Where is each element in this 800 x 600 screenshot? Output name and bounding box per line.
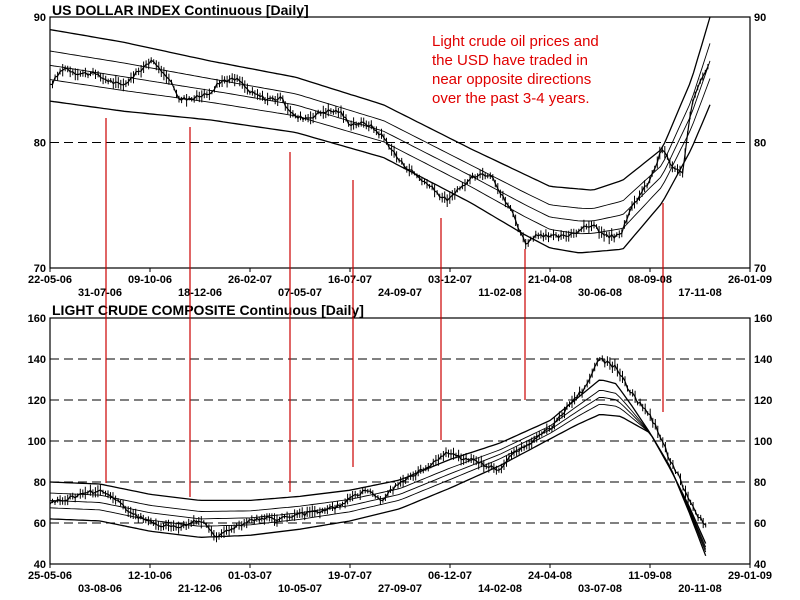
crude-y-axis: 40 40 60 60 80 80 100 100 120 120 140 140 160 160 <box>28 313 773 571</box>
price-line <box>49 59 709 245</box>
x-tick-label: 09-10-06 <box>128 274 172 286</box>
annotation-line: Light crude oil prices and <box>432 33 599 50</box>
x-tick-label: 26-01-09 <box>728 274 772 286</box>
y-tick-label: 80 <box>34 477 46 489</box>
x-tick-label: 24-09-07 <box>378 287 422 299</box>
band-mid <box>49 60 711 222</box>
x-tick-label: 03-07-08 <box>578 583 622 595</box>
x-tick-label: 03-12-07 <box>428 274 472 286</box>
crude-bands <box>49 379 707 557</box>
annotation-line: near opposite directions <box>432 71 591 88</box>
x-tick-label: 18-12-06 <box>178 287 222 299</box>
crude-title: LIGHT CRUDE COMPOSITE Continuous [Daily] <box>52 302 364 318</box>
usd-index-chart: US DOLLAR INDEX Continuous [Daily] 70 70 8… <box>28 2 772 299</box>
x-tick-label: 19-07-07 <box>328 570 372 582</box>
band-upper <box>49 379 707 544</box>
x-tick-label: 16-07-07 <box>328 274 372 286</box>
x-tick-label: 30-06-08 <box>578 287 622 299</box>
annotation-line: the USD have traded in <box>432 52 588 69</box>
y-tick-label: 120 <box>754 395 772 407</box>
x-tick-label: 11-09-08 <box>628 570 671 582</box>
y-tick-label: 80 <box>34 138 46 150</box>
band-inner-upper <box>49 390 707 548</box>
y-tick-label: 140 <box>28 354 46 366</box>
usd-y-axis: 70 70 80 80 90 90 <box>34 12 767 275</box>
y-tick-label: 80 <box>754 138 766 150</box>
band-upper <box>49 16 711 191</box>
x-tick-label: 22-05-06 <box>28 274 72 286</box>
x-tick-label: 12-10-06 <box>128 570 172 582</box>
y-tick-label: 120 <box>28 395 46 407</box>
y-tick-label: 60 <box>34 518 46 530</box>
x-tick-label: 01-03-07 <box>228 570 272 582</box>
crude-x-axis: 25-05-06 12-10-06 01-03-07 19-07-07 06-12-07… <box>28 564 772 595</box>
x-tick-label: 07-05-07 <box>278 287 322 299</box>
y-tick-label: 160 <box>28 313 46 325</box>
x-tick-label: 24-04-08 <box>528 570 572 582</box>
x-tick-label: 29-01-09 <box>728 570 772 582</box>
crude-chart: LIGHT CRUDE COMPOSITE Continuous [Daily]… <box>28 302 773 595</box>
band-inner-lower <box>49 403 707 553</box>
usd-index-title: US DOLLAR INDEX Continuous [Daily] <box>52 2 309 18</box>
x-tick-label: 14-02-08 <box>478 583 522 595</box>
y-tick-label: 100 <box>754 436 772 448</box>
x-tick-label: 11-02-08 <box>478 287 521 299</box>
x-tick-label: 06-12-07 <box>428 570 472 582</box>
y-tick-label: 80 <box>754 477 766 489</box>
y-tick-label: 70 <box>754 263 766 275</box>
usd-x-axis: 22-05-06 09-10-06 26-02-07 16-07-07 03-12-07… <box>28 268 772 299</box>
x-tick-label: 21-12-06 <box>178 583 222 595</box>
x-tick-label: 17-11-08 <box>678 287 721 299</box>
usd-series <box>49 57 709 250</box>
x-tick-label: 20-11-08 <box>678 583 721 595</box>
x-tick-label: 25-05-06 <box>28 570 72 582</box>
x-tick-label: 26-02-07 <box>228 274 272 286</box>
y-tick-label: 100 <box>28 436 46 448</box>
x-tick-label: 10-05-07 <box>278 583 322 595</box>
annotation-line: over the past 3-4 years. <box>432 90 590 107</box>
y-tick-label: 40 <box>34 559 46 571</box>
y-tick-label: 90 <box>754 12 766 24</box>
y-tick-label: 90 <box>34 12 46 24</box>
x-tick-label: 31-07-06 <box>78 287 122 299</box>
y-tick-label: 60 <box>754 518 766 530</box>
crude-plot-frame <box>49 317 751 565</box>
x-tick-label: 21-04-08 <box>528 274 572 286</box>
x-tick-label: 08-09-08 <box>628 274 672 286</box>
usd-plot-frame <box>49 16 751 269</box>
correlation-markers <box>105 118 664 497</box>
y-tick-label: 160 <box>754 313 772 325</box>
y-tick-label: 40 <box>754 559 766 571</box>
price-line <box>49 357 707 539</box>
y-tick-label: 140 <box>754 354 772 366</box>
usd-annotation: Light crude oil prices and the USD have t… <box>432 33 599 107</box>
x-tick-label: 27-09-07 <box>378 583 422 595</box>
band-lower <box>49 100 711 254</box>
y-tick-label: 70 <box>34 263 46 275</box>
band-lower <box>49 414 707 557</box>
x-tick-label: 03-08-06 <box>78 583 122 595</box>
